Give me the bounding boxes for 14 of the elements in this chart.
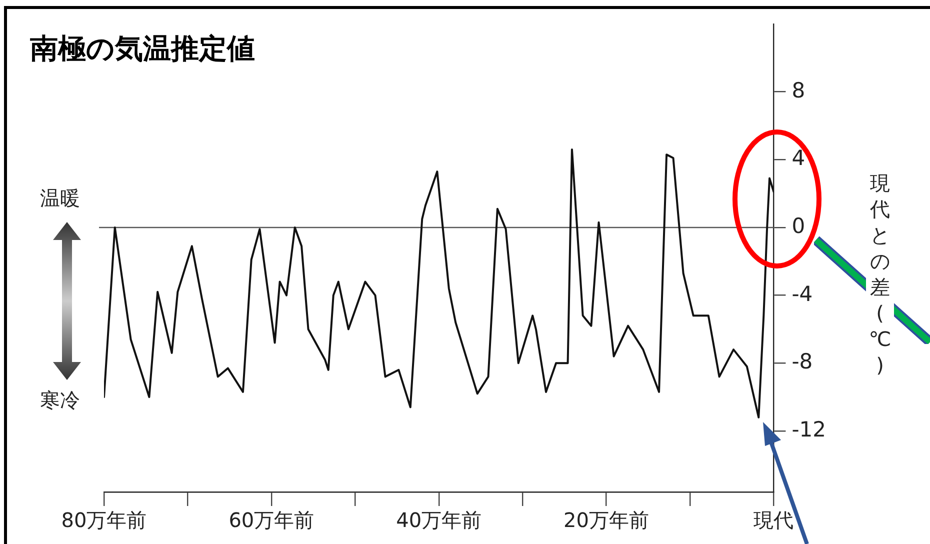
y-tick-label: 0: [792, 214, 806, 238]
y-tick-label: 8: [792, 78, 806, 102]
x-tick-label: 20万年前: [564, 508, 649, 532]
text: 温暖: [40, 185, 80, 212]
y-tick-label: -8: [792, 350, 813, 374]
text: 寒冷: [40, 387, 80, 414]
x-tick-label: 60万年前: [228, 508, 314, 532]
x-tick-label: 現代: [754, 508, 794, 532]
y-tick-label: -12: [792, 417, 826, 442]
x-tick-label: 80万年前: [61, 508, 147, 532]
x-tick-label: 40万年前: [396, 508, 482, 532]
y-tick-label: 4: [792, 146, 806, 170]
chart-title: 南極の気温推定値: [30, 31, 255, 67]
y-tick-label: -4: [792, 282, 813, 306]
